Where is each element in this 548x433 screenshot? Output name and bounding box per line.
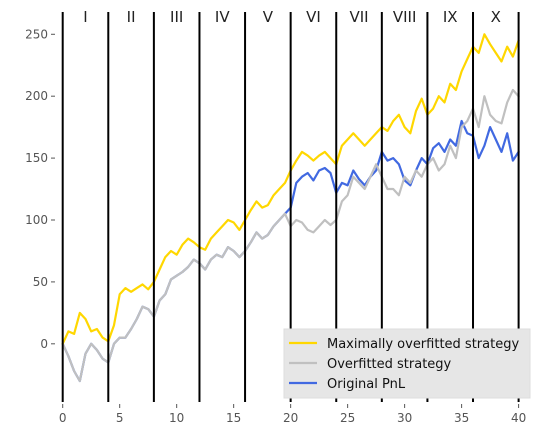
period-label: III	[170, 8, 183, 26]
y-tick-label: 50	[33, 275, 48, 289]
y-axis-ticks: 0 50 100 150 200 250	[25, 27, 55, 351]
legend-label: Original PnL	[327, 377, 406, 392]
period-labels: I II III IV V VI VII VIII IX X	[83, 8, 501, 26]
period-label: IX	[443, 8, 458, 26]
period-label: IV	[215, 8, 230, 26]
x-axis-ticks: 0 5 10 15 20 25 30 35 40	[59, 404, 526, 425]
x-tick-label: 25	[340, 411, 355, 425]
x-tick-label: 30	[397, 411, 412, 425]
x-tick-label: 40	[511, 411, 526, 425]
y-tick-label: 100	[25, 213, 48, 227]
x-tick-label: 15	[226, 411, 241, 425]
y-tick-label: 250	[25, 27, 48, 41]
legend-box	[283, 328, 531, 399]
legend: Maximally overfitted strategy Overfitted …	[283, 328, 531, 399]
period-label: V	[263, 8, 274, 26]
x-tick-label: 20	[283, 411, 298, 425]
period-label: X	[491, 8, 501, 26]
legend-label: Maximally overfitted strategy	[327, 337, 519, 352]
period-label: VI	[306, 8, 321, 26]
x-tick-label: 35	[454, 411, 469, 425]
legend-label: Overfitted strategy	[327, 357, 452, 372]
period-label: II	[127, 8, 136, 26]
period-label: VIII	[393, 8, 417, 26]
period-label: I	[83, 8, 87, 26]
x-tick-label: 0	[59, 411, 67, 425]
x-tick-label: 10	[169, 411, 184, 425]
y-tick-label: 150	[25, 151, 48, 165]
y-tick-label: 0	[40, 337, 48, 351]
x-tick-label: 5	[116, 411, 124, 425]
y-tick-label: 200	[25, 89, 48, 103]
period-label: VII	[349, 8, 368, 26]
